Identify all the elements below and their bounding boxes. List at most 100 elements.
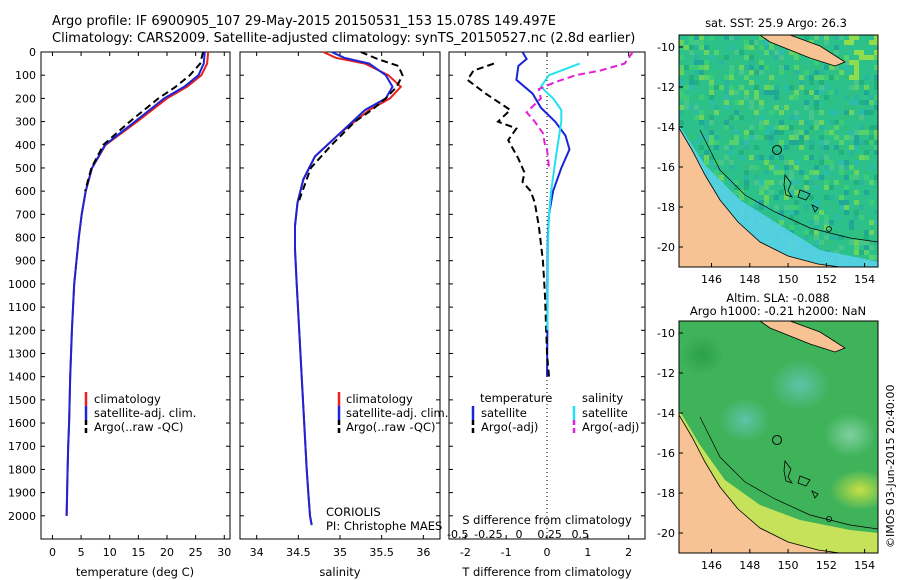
sst-cell: [824, 155, 829, 160]
sst-cell: [784, 180, 789, 185]
x-tick-label: 0: [49, 546, 56, 559]
sst-cell: [864, 100, 869, 105]
sst-cell: [774, 85, 779, 90]
sst-cell: [689, 80, 694, 85]
sst-cell: [704, 135, 709, 140]
sst-cell: [814, 35, 819, 40]
sst-cell: [734, 130, 739, 135]
sst-cell: [809, 90, 814, 95]
sst-cell: [874, 40, 878, 45]
sst-cell: [854, 135, 859, 140]
sst-cell: [814, 175, 819, 180]
sst-cell: [829, 185, 834, 190]
sst-cell: [764, 165, 769, 170]
sst-cell: [824, 35, 829, 40]
sst-cell: [774, 95, 779, 100]
sst-cell: [874, 85, 878, 90]
sst-cell: [849, 90, 854, 95]
legend-label-argo: Argo(..raw -QC): [94, 420, 184, 434]
sst-cell: [849, 190, 854, 195]
y-tick-label: 1700: [8, 440, 36, 453]
sst-cell: [699, 75, 704, 80]
sst-cell: [799, 140, 804, 145]
sst-cell: [779, 190, 784, 195]
sst-cell: [749, 45, 754, 50]
sst-cell: [709, 160, 714, 165]
sst-cell: [869, 145, 874, 150]
sla-eddy-2: [720, 398, 770, 442]
sst-cell: [759, 130, 764, 135]
sst-cell: [859, 125, 864, 130]
sst-cell: [864, 85, 869, 90]
sst-cell: [779, 140, 784, 145]
sst-cell: [704, 150, 709, 155]
y-tick-label: 800: [15, 232, 36, 245]
sst-cell: [819, 80, 824, 85]
sst-cell: [709, 125, 714, 130]
sst-cell: [744, 195, 749, 200]
sst-cell: [764, 65, 769, 70]
sst-cell: [789, 215, 794, 220]
legend-title-salinity: salinity: [582, 391, 623, 405]
sst-cell: [839, 180, 844, 185]
sst-cell: [874, 125, 878, 130]
sst-cell: [774, 105, 779, 110]
sst-cell: [829, 235, 834, 240]
y-tick-label: 1100: [8, 301, 36, 314]
sst-cell: [764, 50, 769, 55]
sst-cell: [829, 240, 834, 245]
sst-cell: [854, 80, 859, 85]
sst-cell: [719, 175, 724, 180]
map-y-tick-label: -10: [657, 41, 675, 54]
sst-cell: [734, 135, 739, 140]
sst-cell: [739, 140, 744, 145]
sla-map-frame: [678, 320, 879, 554]
sst-cell: [819, 210, 824, 215]
sst-cell: [774, 125, 779, 130]
sst-cell: [874, 150, 878, 155]
sst-cell: [739, 150, 744, 155]
sst-cell: [759, 190, 764, 195]
sst-cell: [819, 175, 824, 180]
sst-cell: [799, 75, 804, 80]
sst-cell: [759, 185, 764, 190]
sst-cell: [864, 230, 869, 235]
sst-cell: [864, 250, 869, 255]
series-s-argo-adj-: [525, 51, 634, 169]
sst-cell: [839, 200, 844, 205]
sst-cell: [844, 190, 849, 195]
sst-cell: [824, 200, 829, 205]
sst-cell: [679, 40, 684, 45]
sst-cell: [849, 135, 854, 140]
sst-cell: [804, 175, 809, 180]
sst-cell: [689, 35, 694, 40]
sst-cell: [744, 55, 749, 60]
sst-cell: [859, 180, 864, 185]
sst-cell: [849, 130, 854, 135]
legend-label-satellite: satellite-adj. clim.: [94, 406, 196, 420]
sst-cell: [794, 90, 799, 95]
sst-cell: [844, 60, 849, 65]
sst-cell: [729, 35, 734, 40]
sst-cell: [794, 140, 799, 145]
x2-tick-label: 0: [516, 528, 523, 541]
sst-cell: [774, 55, 779, 60]
sst-cell: [704, 75, 709, 80]
sst-cell: [734, 60, 739, 65]
sst-cell: [769, 180, 774, 185]
sst-cell: [794, 125, 799, 130]
sst-cell: [749, 165, 754, 170]
sst-cell: [769, 165, 774, 170]
sst-cell: [729, 140, 734, 145]
sst-cell: [769, 135, 774, 140]
sst-cell: [754, 40, 759, 45]
sst-cell: [824, 95, 829, 100]
sla-map-title2: Argo h1000: -0.21 h2000: NaN: [690, 304, 866, 318]
sst-cell: [819, 90, 824, 95]
sst-cell: [794, 185, 799, 190]
sst-cell: [864, 110, 869, 115]
sst-cell: [839, 120, 844, 125]
sst-shelf-contour: [699, 129, 878, 243]
sst-cell: [704, 110, 709, 115]
sla-argo-marker: [772, 435, 782, 445]
